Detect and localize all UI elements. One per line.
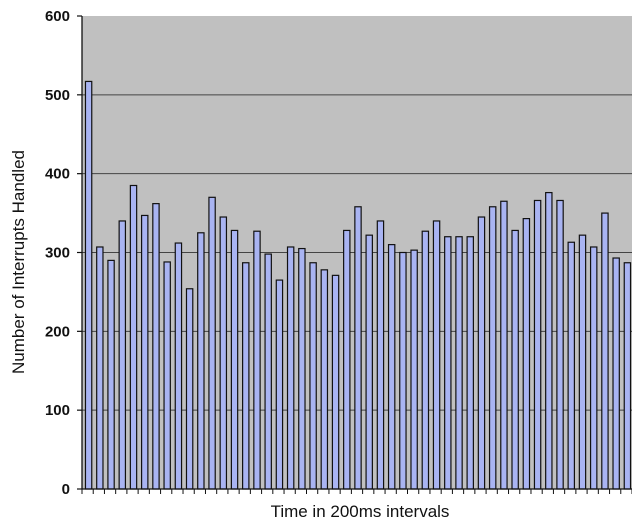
y-tick-label: 0	[62, 481, 70, 498]
bar	[298, 247, 306, 490]
bar	[185, 288, 194, 490]
bar	[387, 244, 396, 490]
bar	[129, 184, 138, 490]
bar	[219, 216, 228, 490]
bar	[96, 246, 104, 490]
bar	[163, 261, 171, 490]
bar	[174, 242, 183, 490]
bar	[455, 236, 463, 490]
y-tick-label: 600	[45, 8, 70, 25]
bar	[365, 234, 373, 490]
bar	[421, 230, 430, 490]
bar	[275, 279, 284, 490]
bar	[197, 232, 205, 490]
bar	[376, 220, 385, 490]
bar	[623, 262, 632, 490]
axes	[77, 15, 632, 494]
bar	[286, 246, 295, 490]
bar	[578, 234, 587, 490]
y-axis-title: Number of Interrupts Handled	[9, 150, 28, 374]
bar	[309, 262, 317, 490]
bar	[567, 241, 576, 490]
bar	[107, 259, 115, 490]
bar	[612, 257, 620, 490]
x-axis-title: Time in 200ms intervals	[271, 502, 450, 521]
bar	[152, 203, 160, 490]
bar	[522, 218, 531, 490]
bar	[264, 253, 272, 490]
y-tick-label: 300	[45, 245, 70, 262]
bar	[208, 196, 216, 490]
bar	[343, 229, 351, 490]
bar	[432, 220, 441, 490]
bar	[477, 216, 486, 490]
bar	[511, 229, 519, 490]
y-tick-labels: 0 100 200 300 400 500 600	[45, 8, 70, 498]
bar	[556, 199, 564, 490]
bar	[354, 206, 362, 490]
y-tick-label: 400	[45, 166, 70, 183]
bar	[230, 229, 239, 490]
bar	[500, 200, 508, 490]
bar	[320, 269, 329, 490]
bar	[601, 212, 609, 490]
bar	[444, 236, 452, 490]
y-tick-label: 500	[45, 87, 70, 104]
bar	[118, 220, 127, 490]
y-tick-label: 100	[45, 402, 70, 419]
bar	[410, 249, 418, 490]
bar	[140, 214, 149, 490]
bar	[466, 236, 474, 490]
bar	[399, 251, 407, 490]
bar	[253, 230, 261, 490]
bar	[331, 274, 340, 490]
bar	[242, 262, 250, 490]
bar	[488, 206, 497, 490]
bar	[84, 80, 93, 490]
y-tick-label: 200	[45, 323, 70, 340]
bar	[545, 191, 553, 490]
bar	[589, 246, 598, 490]
bar	[533, 199, 542, 490]
